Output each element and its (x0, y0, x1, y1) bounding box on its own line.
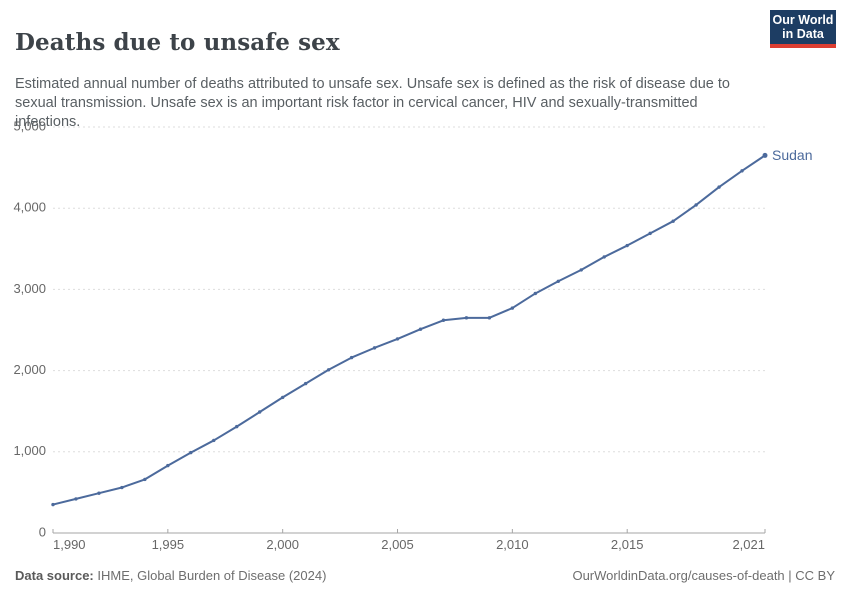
data-point[interactable] (533, 291, 538, 296)
x-tick-label: 1,990 (53, 537, 86, 552)
y-tick-label: 3,000 (13, 281, 46, 296)
data-point[interactable] (166, 463, 170, 468)
data-point[interactable] (143, 477, 147, 482)
y-tick-label: 2,000 (13, 362, 46, 377)
data-point[interactable] (212, 438, 216, 443)
data-point[interactable] (258, 410, 262, 414)
page-title: Deaths due to unsafe sex (15, 29, 340, 57)
data-source-label: Data source: (15, 568, 94, 583)
x-tick-label: 2,010 (496, 537, 529, 552)
data-point[interactable] (740, 169, 744, 173)
data-point[interactable] (487, 316, 492, 320)
data-point[interactable] (625, 243, 629, 248)
data-point[interactable] (74, 497, 78, 501)
x-tick-label: 1,995 (152, 537, 185, 552)
data-source-text: IHME, Global Burden of Disease (2024) (93, 568, 327, 583)
data-point[interactable] (418, 327, 423, 331)
data-point[interactable] (510, 306, 515, 310)
x-tick-label: 2,000 (266, 537, 299, 552)
data-point[interactable] (762, 152, 768, 158)
data-point[interactable] (694, 203, 698, 207)
license-link[interactable]: OurWorldinData.org/causes-of-death | CC … (572, 568, 835, 583)
data-point[interactable] (556, 279, 560, 283)
data-point[interactable] (648, 231, 652, 236)
y-tick-label: 4,000 (13, 200, 46, 215)
y-tick-label: 5,000 (13, 118, 46, 133)
y-tick-label: 1,000 (13, 443, 46, 458)
data-point[interactable] (97, 491, 101, 495)
data-point[interactable] (464, 316, 469, 320)
data-point[interactable] (349, 355, 354, 360)
data-point[interactable] (235, 424, 239, 429)
data-point[interactable] (579, 268, 583, 272)
data-point[interactable] (395, 337, 400, 341)
x-tick-label: 2,005 (381, 537, 414, 552)
data-point[interactable] (189, 450, 193, 455)
data-line-sudan[interactable] (52, 154, 766, 506)
x-tick-label: 2,021 (732, 537, 765, 552)
data-point[interactable] (326, 368, 331, 372)
owid-logo[interactable]: Our World in Data (770, 10, 836, 48)
data-point[interactable] (602, 255, 606, 259)
data-point[interactable] (372, 346, 377, 350)
data-point[interactable] (717, 185, 721, 189)
series-end-label[interactable]: Sudan (772, 147, 812, 163)
owid-logo-line2: in Data (782, 27, 824, 41)
data-point[interactable] (671, 219, 675, 223)
data-point[interactable] (280, 395, 285, 400)
data-point[interactable] (51, 502, 55, 507)
owid-logo-line1: Our World (772, 13, 834, 27)
y-tick-label: 0 (39, 524, 46, 539)
data-source-note: Data source: IHME, Global Burden of Dise… (15, 568, 326, 583)
x-tick-label: 2,015 (611, 537, 644, 552)
data-point[interactable] (303, 381, 308, 386)
chart-footer: Data source: IHME, Global Burden of Dise… (15, 568, 835, 588)
chart-subtitle: Estimated annual number of deaths attrib… (15, 75, 730, 131)
data-point[interactable] (441, 318, 446, 322)
data-point[interactable] (120, 485, 124, 490)
